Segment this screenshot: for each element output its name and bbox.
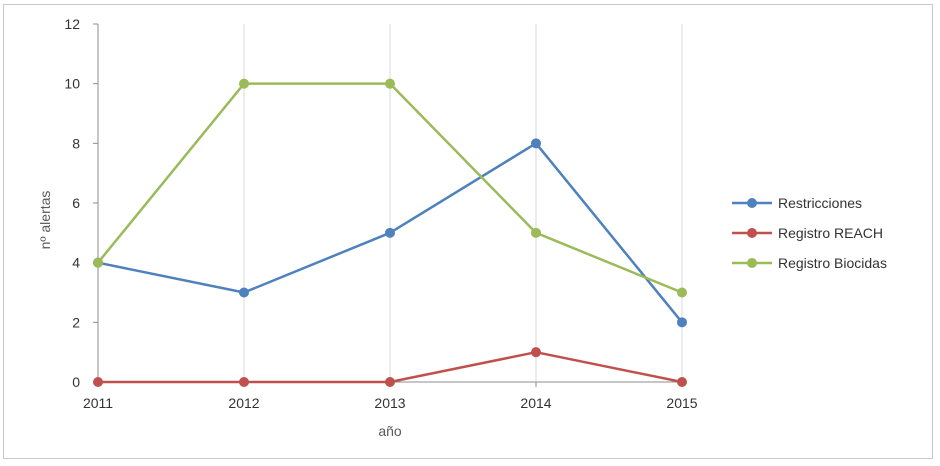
legend-item-registro-reach: Registro REACH: [732, 225, 883, 241]
legend-label: Registro Biocidas: [778, 255, 887, 271]
x-axis-title: año: [378, 423, 402, 439]
data-point-registro-reach-2013: [385, 377, 395, 387]
legend: Restricciones Registro REACH Registro Bioc…: [732, 195, 887, 271]
data-point-registro-reach-2015: [677, 377, 687, 387]
data-point-registro-biocidas-2012: [239, 78, 249, 89]
y-tick-label: 0: [72, 374, 80, 390]
data-point-restricciones-2012: [239, 287, 249, 298]
legend-label: Registro REACH: [778, 225, 883, 241]
data-point-registro-reach-2011: [93, 377, 103, 387]
legend-marker: [747, 228, 757, 238]
legend-item-registro-biocidas: Registro Biocidas: [732, 255, 887, 271]
y-tick-labels: 0 2 4 6 8 10 12: [64, 16, 80, 390]
y-tick-label: 10: [64, 76, 80, 92]
y-tick-label: 2: [72, 314, 80, 330]
data-point-registro-reach-2012: [239, 377, 249, 387]
y-tick-label: 4: [72, 255, 80, 271]
x-tick-label: 2015: [666, 395, 697, 411]
legend-item-restricciones: Restricciones: [732, 195, 862, 211]
axes: [93, 23, 683, 387]
x-tick-label: 2014: [520, 395, 551, 411]
data-point-restricciones-2015: [677, 317, 687, 328]
data-point-registro-reach-2014: [531, 347, 541, 358]
x-tick-label: 2012: [228, 395, 259, 411]
data-point-registro-biocidas-2015: [677, 287, 687, 298]
legend-marker: [747, 198, 757, 208]
gridlines: [243, 24, 683, 382]
data-point-restricciones-2014: [531, 138, 541, 149]
y-tick-label: 12: [64, 16, 80, 32]
data-point-restricciones-2013: [385, 227, 395, 238]
data-point-registro-biocidas-2013: [385, 78, 395, 89]
series: [93, 78, 687, 387]
legend-marker: [747, 258, 757, 268]
series-registro-biocidas: [93, 78, 687, 298]
x-tick-label: 2011: [83, 395, 113, 411]
legend-label: Restricciones: [778, 195, 862, 211]
x-tick-label: 2013: [374, 395, 405, 411]
y-axis-title: nº alertas: [37, 191, 53, 250]
x-tick-labels: 2011 2012 2013 2014 2015: [83, 395, 698, 411]
y-tick-label: 6: [72, 195, 80, 211]
data-point-registro-biocidas-2014: [531, 227, 541, 238]
series-registro-reach: [93, 347, 687, 387]
data-point-registro-biocidas-2011: [93, 257, 103, 268]
y-tick-label: 8: [72, 135, 80, 151]
